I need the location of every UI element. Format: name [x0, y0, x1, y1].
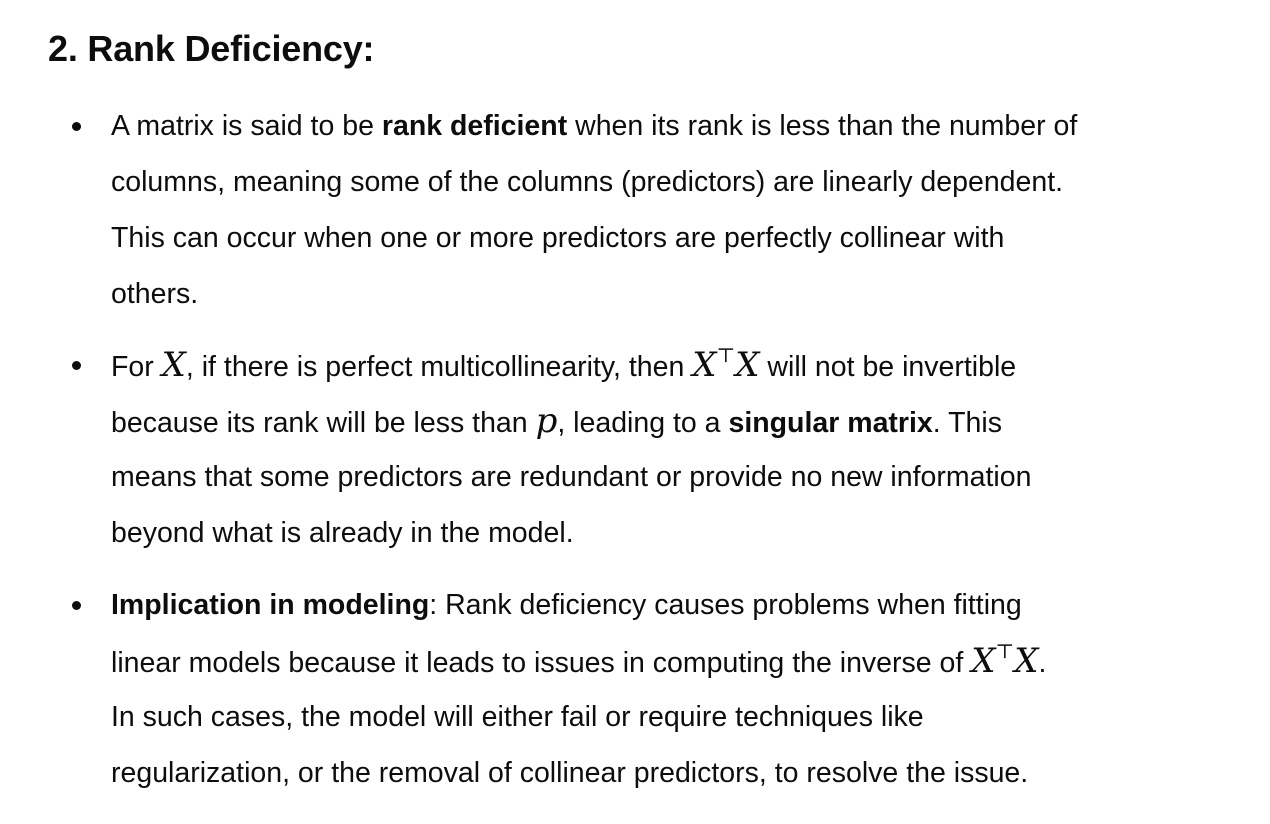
text-run: . — [1038, 647, 1047, 679]
text-line: In such cases, the model will either fai… — [111, 701, 924, 733]
math-symbol: X — [971, 641, 996, 681]
bold-term: rank deficient — [381, 110, 568, 142]
bullet-text: For X, if there is perfect multicollinea… — [111, 337, 1231, 561]
math-symbol: p — [535, 401, 558, 441]
math-expression: X⊤X — [971, 641, 1038, 681]
bullet-icon — [72, 601, 81, 610]
text-line: columns, meaning some of the columns (pr… — [111, 166, 1064, 198]
text-run: : Rank deficiency causes problems when f… — [429, 589, 1022, 621]
math-symbol: X — [692, 345, 717, 385]
text-line: regularization, or the removal of collin… — [111, 757, 1029, 789]
math-superscript: ⊤ — [995, 639, 1015, 663]
text-line: Implication in modeling: Rank deficiency… — [111, 577, 1231, 633]
text-run: For — [111, 351, 162, 383]
bullet-icon — [72, 122, 81, 131]
math-symbol: X — [161, 345, 186, 385]
text-line: For X, if there is perfect multicollinea… — [111, 337, 1231, 393]
text-line: beyond what is already in the model. — [111, 517, 574, 549]
text-run: because its rank will be less than — [111, 407, 536, 439]
bullet-text: Implication in modeling: Rank deficiency… — [111, 577, 1231, 801]
bold-term: singular matrix — [728, 407, 933, 439]
text-run: A matrix is said to be — [111, 110, 382, 142]
bullet-text: A matrix is said to be rank deficient wh… — [111, 98, 1231, 322]
math-symbol: X — [1014, 641, 1039, 681]
text-run: when its rank is less than the number of — [567, 110, 1078, 142]
bullet-icon — [72, 361, 81, 370]
text-run: . This — [932, 407, 1002, 439]
text-run: linear models because it leads to issues… — [111, 647, 972, 679]
text-run: , leading to a — [557, 407, 729, 439]
math-symbol: X — [735, 345, 760, 385]
text-line: means that some predictors are redundant… — [111, 461, 1032, 493]
section-heading: 2. Rank Deficiency: — [48, 28, 375, 69]
text-line: A matrix is said to be rank deficient wh… — [111, 98, 1231, 154]
text-line: linear models because it leads to issues… — [111, 633, 1231, 689]
math-superscript: ⊤ — [716, 343, 736, 367]
text-line: because its rank will be less than p, le… — [111, 393, 1231, 449]
text-line: This can occur when one or more predicto… — [111, 222, 1005, 254]
text-run: will not be invertible — [759, 351, 1017, 383]
bold-term: Implication in modeling — [111, 589, 430, 621]
math-expression: X⊤X — [692, 345, 759, 385]
text-line: others. — [111, 278, 199, 310]
text-run: , if there is perfect multicollinearity,… — [185, 351, 693, 383]
